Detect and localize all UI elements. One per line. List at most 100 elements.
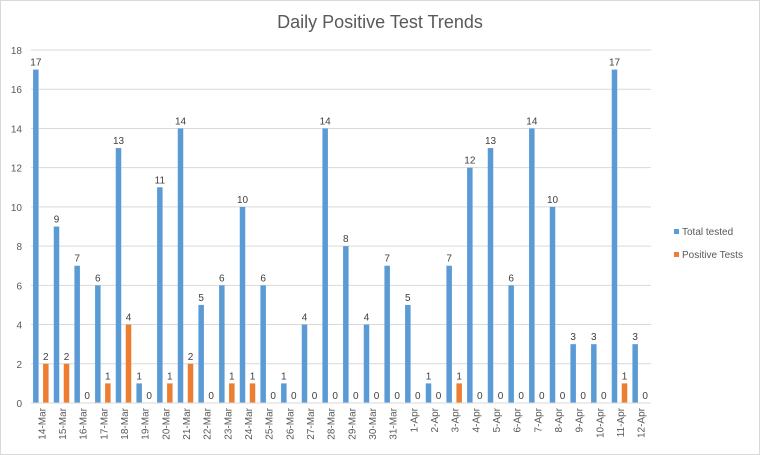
bar-total-tested <box>239 206 246 403</box>
data-label-total-tested: 1 <box>136 371 142 382</box>
data-label-positive-tests: 0 <box>332 391 338 402</box>
x-tick-label: 29-Mar <box>347 407 358 439</box>
data-label-total-tested: 9 <box>54 215 60 226</box>
data-label-positive-tests: 0 <box>312 391 318 402</box>
data-label-total-tested: 13 <box>113 136 125 147</box>
bar-total-tested <box>322 128 328 403</box>
bar-total-tested <box>281 383 287 403</box>
data-label-total-tested: 6 <box>260 273 266 284</box>
data-label-total-tested: 4 <box>302 313 308 324</box>
data-label-positive-tests: 0 <box>374 391 380 402</box>
data-label-positive-tests: 2 <box>64 352 70 363</box>
x-tick-label: 23-Mar <box>223 407 234 439</box>
data-label-positive-tests: 0 <box>415 391 421 402</box>
chart-title: Daily Positive Test Trends <box>277 12 483 32</box>
bar-total-tested <box>487 148 494 403</box>
bar-total-tested <box>591 344 597 403</box>
data-label-total-tested: 17 <box>30 58 42 69</box>
data-label-positive-tests: 0 <box>601 391 607 402</box>
bar-total-tested <box>74 265 80 403</box>
data-label-positive-tests: 2 <box>188 352 194 363</box>
bar-total-tested <box>115 148 122 403</box>
bar-positive-tests <box>229 383 235 403</box>
x-tick-label: 5-Apr <box>492 407 503 432</box>
x-tick-label: 1-Apr <box>409 407 420 432</box>
data-label-positive-tests: 0 <box>291 391 297 402</box>
data-label-positive-tests: 0 <box>436 391 442 402</box>
bar-positive-tests <box>249 383 256 403</box>
x-tick-label: 30-Mar <box>368 407 379 439</box>
bar-total-tested <box>95 285 101 403</box>
bar-total-tested <box>157 187 163 403</box>
x-tick-label: 25-Mar <box>265 407 276 439</box>
y-tick-label: 2 <box>16 360 22 371</box>
bar-positive-tests <box>125 324 132 403</box>
x-tick-label: 15-Mar <box>58 407 69 439</box>
data-label-total-tested: 17 <box>609 58 621 69</box>
x-tick-label: 16-Mar <box>79 407 90 439</box>
y-tick-label: 16 <box>11 85 23 96</box>
data-label-positive-tests: 0 <box>580 391 586 402</box>
x-tick-label: 26-Mar <box>285 407 296 439</box>
bar-total-tested <box>363 324 370 403</box>
y-tick-label: 18 <box>11 46 23 57</box>
x-tick-label: 11-Apr <box>616 407 627 437</box>
x-tick-label: 12-Apr <box>637 407 648 438</box>
data-label-total-tested: 14 <box>526 116 538 127</box>
data-label-total-tested: 5 <box>198 293 204 304</box>
bar-total-tested <box>177 128 184 403</box>
data-label-total-tested: 7 <box>74 254 80 265</box>
data-label-total-tested: 4 <box>364 313 370 324</box>
data-label-total-tested: 13 <box>485 136 497 147</box>
x-tick-label: 9-Apr <box>575 407 586 432</box>
gridlines <box>31 49 651 404</box>
y-tick-label: 14 <box>11 124 23 135</box>
data-label-positive-tests: 0 <box>146 391 152 402</box>
x-tick-label: 7-Apr <box>533 407 544 432</box>
x-tick-label: 22-Mar <box>203 407 214 439</box>
x-tick-label: 3-Apr <box>451 407 462 432</box>
data-label-total-tested: 12 <box>464 156 476 167</box>
bar-positive-tests <box>63 363 70 403</box>
data-label-positive-tests: 0 <box>208 391 214 402</box>
x-tick-label: 24-Mar <box>244 407 255 439</box>
data-label-total-tested: 3 <box>570 332 576 343</box>
bar-total-tested <box>384 265 390 403</box>
data-label-total-tested: 3 <box>591 332 597 343</box>
data-label-positive-tests: 1 <box>105 371 111 382</box>
data-label-total-tested: 11 <box>155 175 166 186</box>
data-label-positive-tests: 0 <box>84 391 90 402</box>
bar-total-tested <box>260 285 266 403</box>
data-label-positive-tests: 1 <box>250 371 256 382</box>
y-tick-label: 8 <box>16 242 22 253</box>
bar-positive-tests <box>43 363 49 403</box>
data-label-positive-tests: 0 <box>539 391 545 402</box>
legend: Total tested Positive Tests <box>674 227 743 261</box>
bar-total-tested <box>467 167 473 403</box>
y-tick-label: 0 <box>16 399 22 410</box>
data-label-total-tested: 5 <box>405 293 411 304</box>
bar-total-tested <box>136 383 142 403</box>
data-label-positive-tests: 0 <box>560 391 566 402</box>
bar-total-tested <box>405 304 411 403</box>
data-label-total-tested: 7 <box>446 254 452 265</box>
bar-total-tested <box>549 206 556 403</box>
x-tick-label: 27-Mar <box>306 407 317 439</box>
data-label-positive-tests: 0 <box>353 391 359 402</box>
data-label-positive-tests: 0 <box>394 391 400 402</box>
x-tick-label: 31-Mar <box>389 407 400 439</box>
data-label-total-tested: 10 <box>547 195 559 206</box>
x-tick-label: 18-Mar <box>120 407 131 439</box>
y-tick-label: 12 <box>11 164 23 175</box>
bar-total-tested <box>219 285 225 403</box>
legend-label-total-tested: Total tested <box>682 227 733 238</box>
bar-total-tested <box>611 69 618 403</box>
bar-total-tested <box>632 344 638 403</box>
x-tick-label: 14-Mar <box>37 407 48 439</box>
bar-positive-tests <box>105 383 111 403</box>
bar-total-tested <box>301 324 308 403</box>
bar-total-tested <box>33 69 39 403</box>
